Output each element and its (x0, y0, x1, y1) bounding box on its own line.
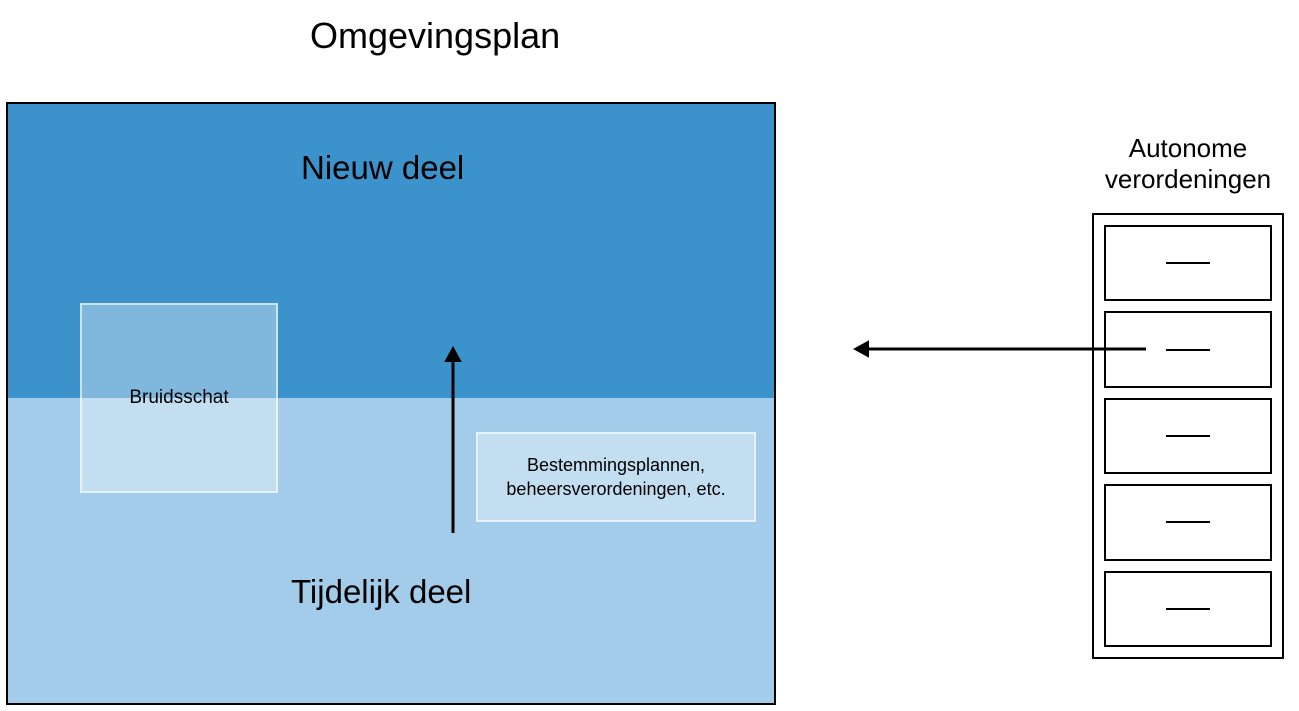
item-dash-icon (1166, 262, 1210, 264)
autonome-verordeningen-title: Autonome verordeningen (1088, 133, 1288, 195)
bruidsschat-box: Bruidsschat (80, 303, 278, 493)
autonome-item (1104, 571, 1272, 647)
bestemmingsplannen-label: Bestemmingsplannen, beheersverordeningen… (506, 453, 725, 502)
nieuw-deel-label: Nieuw deel (301, 149, 464, 187)
autonome-item (1104, 398, 1272, 474)
item-dash-icon (1166, 349, 1210, 351)
autonome-item (1104, 225, 1272, 301)
page-title: Omgevingsplan (310, 15, 560, 57)
item-dash-icon (1166, 435, 1210, 437)
autonome-item (1104, 484, 1272, 560)
tijdelijk-deel-label: Tijdelijk deel (291, 573, 471, 611)
bestemmingsplannen-box: Bestemmingsplannen, beheersverordeningen… (476, 432, 756, 522)
item-dash-icon (1166, 521, 1210, 523)
item-dash-icon (1166, 608, 1210, 610)
autonome-item (1104, 311, 1272, 387)
bruidsschat-label: Bruidsschat (129, 387, 228, 409)
